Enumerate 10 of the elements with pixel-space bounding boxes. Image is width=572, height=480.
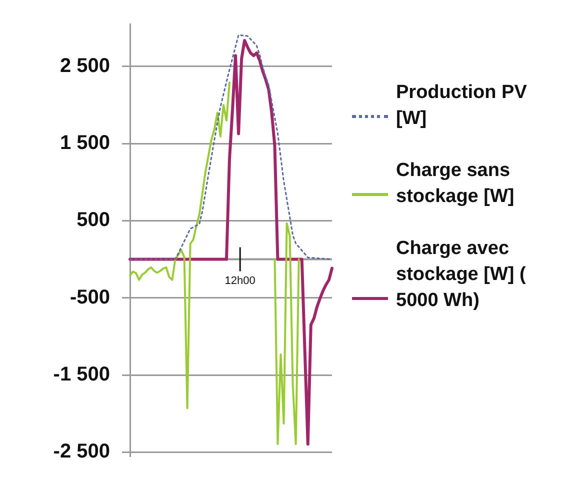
y-tick-label: -500 <box>70 286 110 308</box>
y-tick-label: 500 <box>76 209 110 232</box>
annotation: 12h00 <box>224 274 256 287</box>
legend-label: Production PV [W] <box>396 81 528 131</box>
y-tick-label: 1 500 <box>60 132 110 154</box>
y-tick-label: -1 500 <box>53 364 110 386</box>
legend-label: Charge sans stockage [W] <box>396 159 516 209</box>
y-tick-label: -2 500 <box>53 440 110 463</box>
text: Charge avec stockage [W] ( 5000 Wh) <box>396 237 527 313</box>
y-tick-label: 2 500 <box>60 54 110 77</box>
